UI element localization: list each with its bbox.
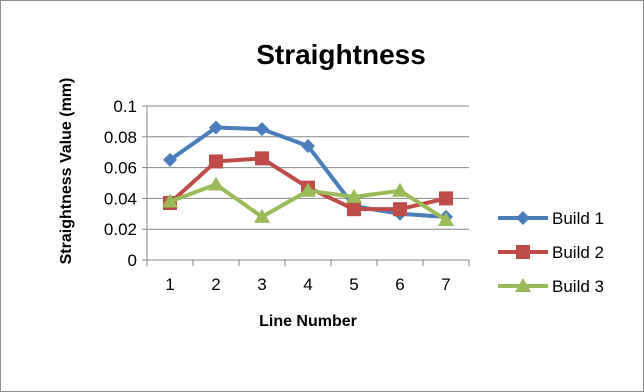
- y-tick-label: 0: [128, 251, 137, 270]
- y-tick-label: 0.04: [104, 189, 137, 208]
- y-axis-title: Straightness Value (mm): [58, 78, 75, 265]
- legend-label: Build 1: [552, 209, 604, 228]
- x-tick-label: 6: [395, 275, 404, 294]
- data-point: [162, 193, 178, 208]
- legend-marker: [516, 245, 530, 259]
- data-point: [347, 202, 361, 217]
- x-tick-label: 5: [349, 275, 358, 294]
- data-point: [393, 202, 407, 217]
- legend-item: Build 3: [498, 277, 604, 296]
- y-tick-label: 0.08: [104, 128, 137, 147]
- series-group: [162, 120, 454, 226]
- data-point: [254, 208, 270, 223]
- legend-label: Build 3: [552, 277, 604, 296]
- data-point: [255, 122, 269, 137]
- data-point: [208, 176, 224, 191]
- legend-item: Build 1: [498, 209, 604, 228]
- axes: 0 0.02 0.04 0.06 0.08 0.1 1 2 3 4 5 6 7: [104, 97, 470, 294]
- legend-marker: [516, 211, 530, 225]
- data-point: [163, 152, 177, 167]
- chart-title: Straightness: [256, 39, 426, 70]
- legend-label: Build 2: [552, 243, 604, 262]
- y-tick-label: 0.06: [104, 159, 137, 178]
- data-point: [301, 139, 315, 154]
- y-tick-label: 0.1: [113, 97, 137, 116]
- x-tick-label: 4: [303, 275, 312, 294]
- gridlines: [147, 105, 469, 230]
- x-tick-label: 7: [441, 275, 450, 294]
- y-tick-label: 0.02: [104, 220, 137, 239]
- legend-marker: [515, 278, 531, 292]
- data-point: [209, 120, 223, 135]
- data-point: [392, 182, 408, 197]
- legend-item: Build 2: [498, 243, 604, 262]
- data-point: [209, 154, 223, 169]
- series-3: [162, 176, 454, 226]
- x-axis-title: Line Number: [259, 313, 357, 330]
- x-tick-label: 2: [211, 275, 220, 294]
- x-tick-label: 3: [257, 275, 266, 294]
- legend: Build 1 Build 2 Build 3: [498, 209, 604, 296]
- data-point: [300, 182, 316, 197]
- data-point: [255, 151, 269, 166]
- data-point: [438, 211, 454, 226]
- x-tick-label: 1: [165, 275, 174, 294]
- data-point: [439, 191, 453, 206]
- data-point: [346, 188, 362, 203]
